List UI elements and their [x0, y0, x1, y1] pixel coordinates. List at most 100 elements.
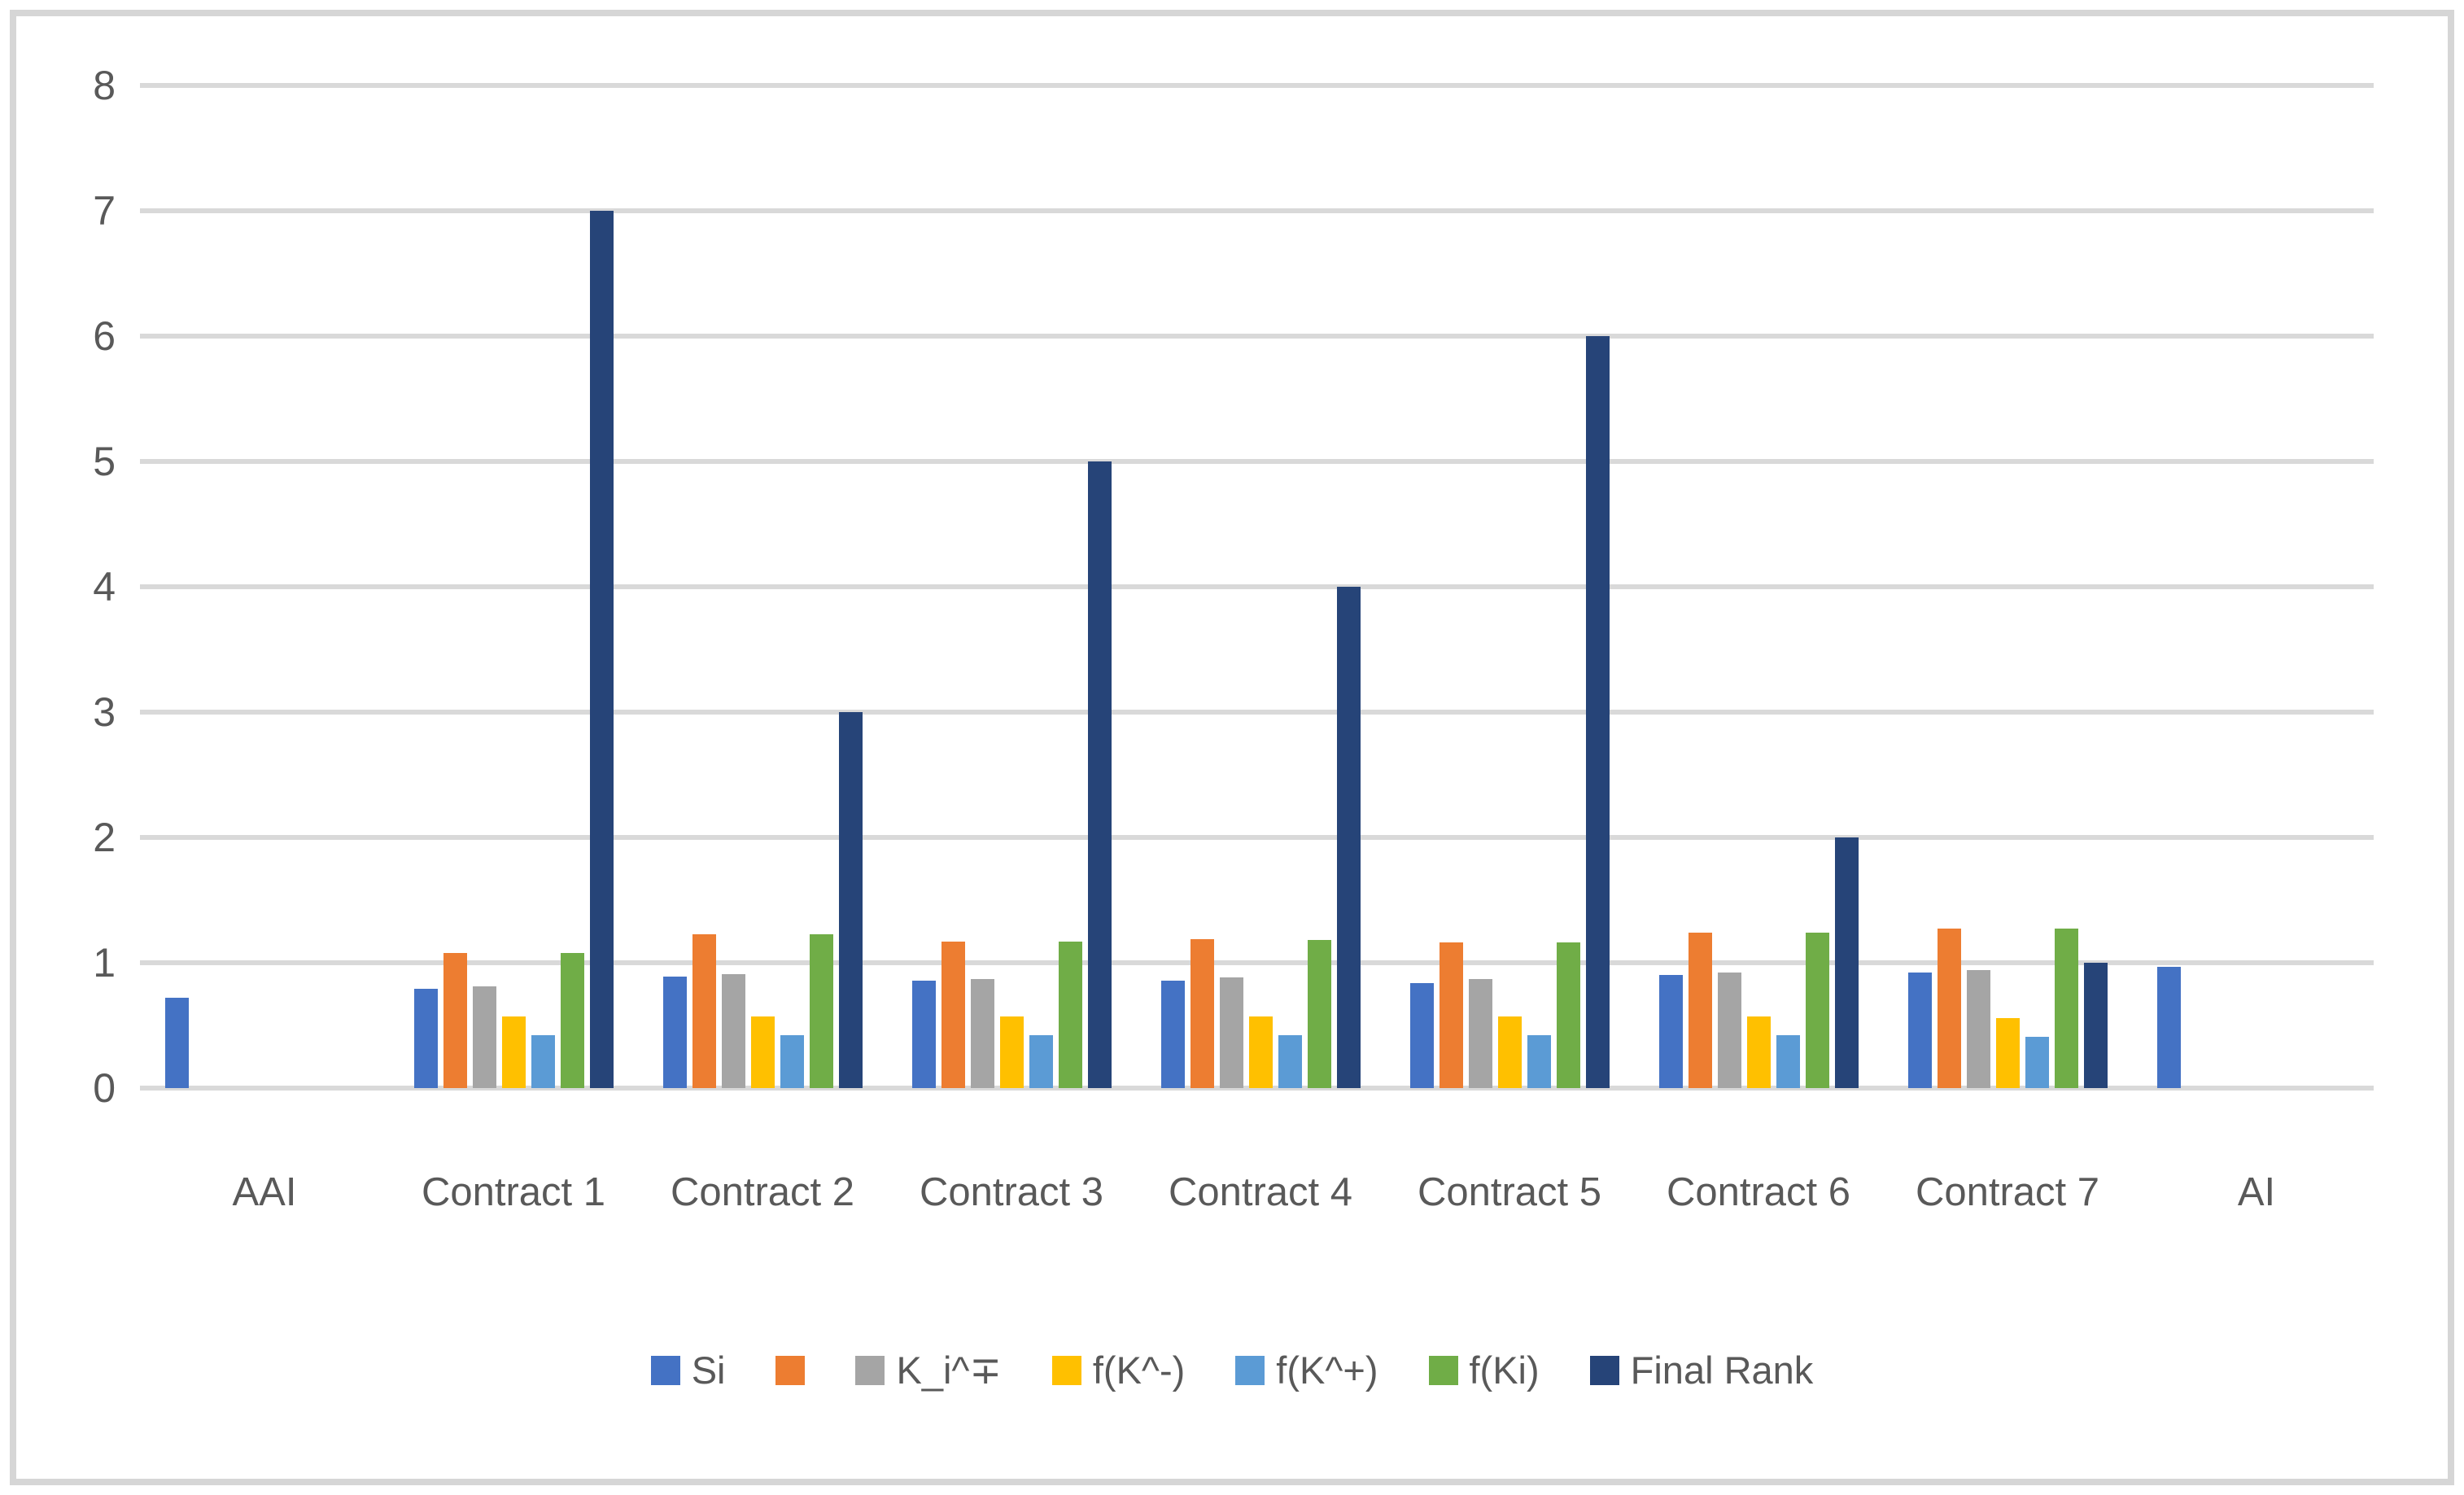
legend-swatch-icon [1428, 1356, 1458, 1385]
x-tick-label: AAI [232, 1170, 297, 1214]
y-tick-label: 3 [93, 689, 116, 735]
bar-K_i^∓-Contract 7 [1966, 970, 1990, 1088]
bar-f(K^+)-Contract 3 [1029, 1035, 1053, 1088]
gridline [140, 208, 2374, 213]
legend-label: f(K^+) [1276, 1349, 1378, 1392]
legend-item-f(K^-): f(K^-) [1051, 1349, 1186, 1392]
bar-Final Rank-Contract 6 [1834, 837, 1859, 1088]
bar-series1-Contract 4 [1190, 938, 1214, 1088]
legend-item-Si: Si [650, 1349, 726, 1392]
x-tick-label: Contract 2 [670, 1170, 855, 1214]
bar-f(K^-)-Contract 5 [1497, 1016, 1522, 1088]
legend-item-Final Rank: Final Rank [1589, 1349, 1814, 1392]
bar-K_i^∓-Contract 6 [1717, 973, 1741, 1088]
x-tick-label: Contract 6 [1666, 1170, 1851, 1214]
bar-f(K^-)-Contract 1 [501, 1016, 526, 1088]
y-tick-label: 5 [93, 439, 116, 484]
bar-f(Ki)-Contract 2 [809, 933, 833, 1088]
legend-item-K_i^∓: K_i^∓ [855, 1349, 1002, 1392]
bar-Si-Contract 5 [1409, 982, 1434, 1088]
bar-K_i^∓-Contract 4 [1219, 977, 1243, 1088]
bar-series1-Contract 1 [443, 952, 467, 1088]
x-tick-label: Contract 3 [919, 1170, 1104, 1214]
bar-Si-Contract 7 [1907, 973, 1932, 1088]
y-tick-label: 4 [93, 564, 116, 610]
bar-f(Ki)-Contract 1 [560, 952, 584, 1088]
bar-f(Ki)-Contract 7 [2054, 929, 2078, 1088]
gridline [140, 334, 2374, 339]
bar-K_i^∓-Contract 2 [721, 973, 745, 1088]
bar-f(Ki)-Contract 4 [1307, 940, 1331, 1088]
bar-series1-Contract 6 [1688, 933, 1712, 1088]
bar-f(K^+)-Contract 6 [1776, 1035, 1800, 1088]
bar-Si-Contract 3 [911, 980, 936, 1088]
bar-Final Rank-Contract 1 [589, 211, 614, 1088]
y-tick-label: 8 [93, 63, 116, 108]
gridline [140, 960, 2374, 965]
legend-label: K_i^∓ [896, 1349, 1002, 1392]
bar-Final Rank-Contract 4 [1336, 587, 1361, 1088]
bar-Final Rank-Contract 2 [838, 712, 863, 1088]
bar-f(K^+)-Contract 5 [1527, 1035, 1551, 1088]
x-tick-label: Contract 5 [1417, 1170, 1602, 1214]
legend-swatch-icon [775, 1356, 806, 1385]
y-tick-label: 7 [93, 188, 116, 234]
bar-f(Ki)-Contract 6 [1805, 933, 1829, 1088]
x-tick-label: AI [2237, 1170, 2276, 1214]
y-tick-label: 0 [93, 1065, 116, 1111]
gridline [140, 459, 2374, 464]
legend-swatch-icon [1589, 1356, 1619, 1385]
legend-item-series1 [775, 1356, 806, 1385]
legend-item-f(K^+): f(K^+) [1235, 1349, 1378, 1392]
bar-Si-Contract 4 [1160, 980, 1185, 1088]
bar-f(K^+)-Contract 7 [2025, 1036, 2049, 1088]
legend: Si K_i^∓ f(K^-) f(K^+) f(Ki) Final Rank [0, 1349, 2464, 1392]
bar-K_i^∓-Contract 3 [970, 979, 994, 1088]
bar-f(K^-)-Contract 2 [750, 1016, 775, 1088]
bar-f(K^-)-Contract 7 [1995, 1017, 2020, 1088]
legend-swatch-icon [855, 1356, 885, 1385]
y-tick-label: 6 [93, 313, 116, 359]
legend-label: f(Ki) [1469, 1349, 1540, 1392]
bar-series1-Contract 7 [1937, 929, 1961, 1088]
bar-Final Rank-Contract 3 [1087, 461, 1112, 1088]
legend-item-f(Ki): f(Ki) [1428, 1349, 1540, 1392]
bar-Si-AI [2156, 966, 2181, 1088]
gridline [140, 835, 2374, 840]
x-tick-label: Contract 1 [421, 1170, 606, 1214]
gridline [140, 83, 2374, 88]
bar-Si-Contract 2 [662, 976, 687, 1088]
gridline [140, 1086, 2374, 1091]
legend-swatch-icon [1051, 1356, 1081, 1385]
bar-Si-Contract 6 [1658, 975, 1683, 1088]
bar-K_i^∓-Contract 1 [472, 986, 496, 1088]
legend-label: Final Rank [1630, 1349, 1814, 1392]
legend-label: f(K^-) [1092, 1349, 1186, 1392]
x-tick-label: Contract 7 [1915, 1170, 2100, 1214]
gridline [140, 710, 2374, 715]
bar-f(Ki)-Contract 5 [1556, 942, 1580, 1088]
bar-Final Rank-Contract 5 [1585, 336, 1610, 1088]
legend-label: Si [691, 1349, 726, 1392]
legend-swatch-icon [1235, 1356, 1265, 1385]
chart-border [10, 10, 2454, 1485]
bar-f(K^-)-Contract 3 [999, 1016, 1024, 1088]
legend-swatch-icon [650, 1356, 680, 1385]
bar-f(K^+)-Contract 2 [780, 1035, 804, 1088]
bar-f(K^-)-Contract 4 [1248, 1016, 1273, 1088]
bar-f(K^+)-Contract 4 [1278, 1035, 1302, 1088]
bar-series1-Contract 2 [692, 933, 716, 1088]
y-tick-label: 1 [93, 940, 116, 986]
bar-Final Rank-Contract 7 [2083, 963, 2108, 1088]
x-tick-label: Contract 4 [1168, 1170, 1353, 1214]
gridline [140, 584, 2374, 589]
bar-f(K^+)-Contract 1 [531, 1035, 555, 1088]
bar-series1-Contract 3 [941, 941, 965, 1088]
bar-f(Ki)-Contract 3 [1058, 941, 1082, 1088]
bar-K_i^∓-Contract 5 [1468, 979, 1492, 1088]
